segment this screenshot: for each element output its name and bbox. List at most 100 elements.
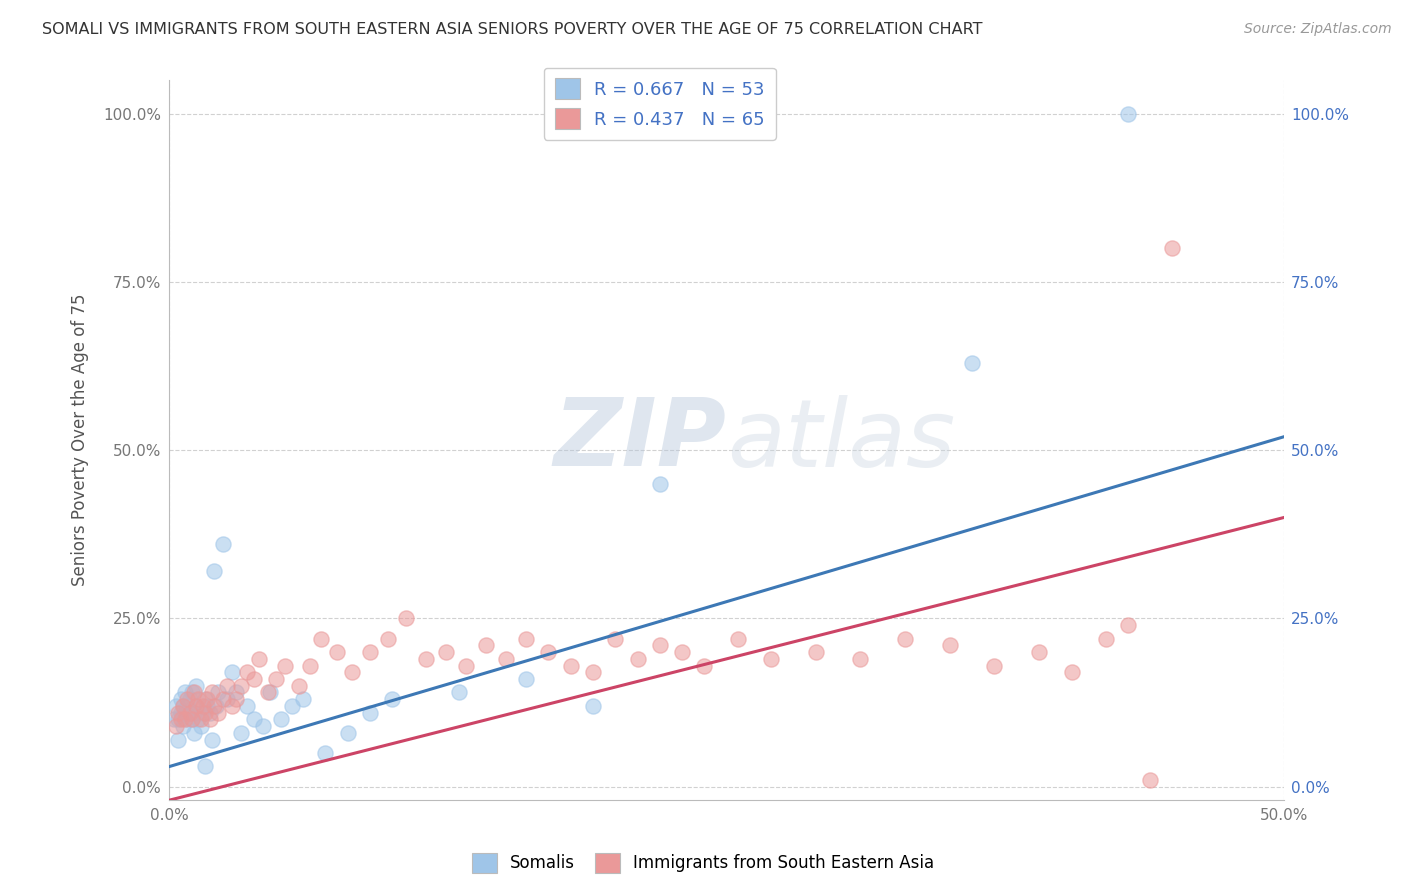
Point: [274, 658, 297, 673]
Point: [960, 356, 983, 370]
Point: [298, 658, 321, 673]
Point: [195, 698, 218, 713]
Point: [172, 698, 194, 713]
Text: SOMALI VS IMMIGRANTS FROM SOUTH EASTERN ASIA SENIORS POVERTY OVER THE AGE OF 75 : SOMALI VS IMMIGRANTS FROM SOUTH EASTERN …: [42, 22, 983, 37]
Point: [243, 672, 266, 686]
Point: [212, 537, 235, 551]
Point: [186, 679, 208, 693]
Point: [176, 698, 198, 713]
Legend: Somalis, Immigrants from South Eastern Asia: Somalis, Immigrants from South Eastern A…: [465, 847, 941, 880]
Point: [194, 759, 217, 773]
Point: [187, 692, 209, 706]
Point: [205, 698, 228, 713]
Point: [183, 706, 205, 720]
Point: [179, 692, 201, 706]
Point: [1116, 107, 1139, 121]
Point: [180, 712, 202, 726]
Point: [194, 692, 217, 706]
Point: [377, 632, 399, 646]
Point: [172, 719, 194, 733]
Point: [183, 726, 205, 740]
Point: [727, 632, 749, 646]
Point: [176, 712, 198, 726]
Point: [186, 698, 208, 713]
Point: [247, 652, 270, 666]
Point: [495, 652, 517, 666]
Point: [454, 658, 477, 673]
Point: [236, 665, 259, 680]
Point: [190, 719, 212, 733]
Point: [252, 719, 274, 733]
Point: [259, 685, 281, 699]
Point: [167, 712, 190, 726]
Point: [165, 719, 187, 733]
Text: ZIP: ZIP: [554, 394, 727, 486]
Text: Source: ZipAtlas.com: Source: ZipAtlas.com: [1244, 22, 1392, 37]
Point: [179, 706, 201, 720]
Point: [180, 685, 202, 699]
Point: [292, 692, 315, 706]
Point: [287, 679, 309, 693]
Point: [693, 658, 716, 673]
Point: [221, 665, 243, 680]
Point: [174, 685, 197, 699]
Point: [605, 632, 627, 646]
Point: [336, 726, 359, 740]
Point: [167, 732, 190, 747]
Point: [537, 645, 560, 659]
Point: [167, 706, 190, 720]
Point: [169, 712, 191, 726]
Point: [229, 726, 252, 740]
Point: [475, 639, 498, 653]
Point: [515, 632, 537, 646]
Point: [359, 645, 381, 659]
Point: [671, 645, 693, 659]
Point: [938, 639, 960, 653]
Point: [243, 712, 266, 726]
Text: atlas: atlas: [727, 394, 955, 485]
Point: [359, 706, 381, 720]
Point: [256, 685, 278, 699]
Point: [761, 652, 783, 666]
Point: [191, 698, 214, 713]
Legend: R = 0.667   N = 53, R = 0.437   N = 65: R = 0.667 N = 53, R = 0.437 N = 65: [544, 68, 776, 140]
Point: [266, 672, 288, 686]
Point: [201, 732, 224, 747]
Point: [582, 665, 605, 680]
Point: [804, 645, 827, 659]
Point: [174, 706, 197, 720]
Point: [207, 685, 229, 699]
Point: [225, 685, 247, 699]
Point: [180, 712, 202, 726]
Point: [342, 665, 364, 680]
Point: [198, 706, 221, 720]
Point: [582, 698, 605, 713]
Point: [174, 712, 197, 726]
Point: [626, 652, 648, 666]
Point: [198, 712, 221, 726]
Point: [169, 692, 191, 706]
Y-axis label: Seniors Poverty Over the Age of 75: Seniors Poverty Over the Age of 75: [72, 293, 89, 586]
Point: [186, 698, 208, 713]
Point: [225, 692, 247, 706]
Point: [1116, 618, 1139, 632]
Point: [217, 692, 239, 706]
Point: [165, 698, 187, 713]
Point: [179, 706, 201, 720]
Point: [281, 698, 304, 713]
Point: [270, 712, 292, 726]
Point: [894, 632, 917, 646]
Point: [221, 698, 243, 713]
Point: [309, 632, 332, 646]
Point: [434, 645, 457, 659]
Point: [229, 679, 252, 693]
Point: [1062, 665, 1084, 680]
Point: [849, 652, 872, 666]
Point: [176, 692, 198, 706]
Point: [449, 685, 471, 699]
Point: [395, 611, 418, 625]
Point: [187, 712, 209, 726]
Point: [183, 685, 205, 699]
Point: [207, 706, 229, 720]
Point: [201, 685, 224, 699]
